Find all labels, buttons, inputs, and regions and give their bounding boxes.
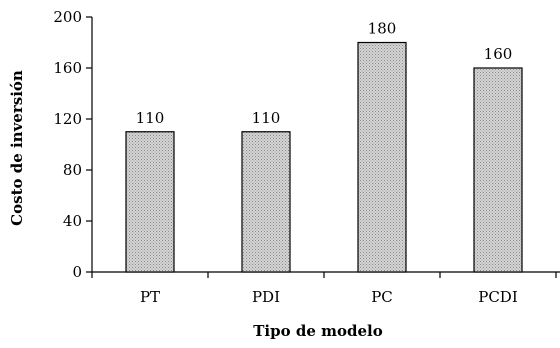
y-tick-label: 0 bbox=[72, 263, 82, 281]
bar-pcdi bbox=[473, 67, 523, 273]
x-tick-label: PT bbox=[140, 288, 160, 306]
bars bbox=[125, 41, 523, 273]
y-tick-label: 80 bbox=[63, 161, 82, 179]
data-labels: 110 110 180 160 bbox=[136, 20, 513, 127]
x-tick-label: PDI bbox=[252, 288, 280, 306]
x-tick-label: PCDI bbox=[478, 288, 518, 306]
data-label: 180 bbox=[368, 20, 397, 38]
x-axis: PT PDI PC PCDI bbox=[91, 271, 560, 306]
y-axis: 0 40 80 120 160 200 bbox=[53, 8, 93, 281]
y-tick-label: 160 bbox=[53, 59, 82, 77]
bar-pc bbox=[357, 41, 407, 273]
x-tick-label: PC bbox=[371, 288, 393, 306]
y-tick-label: 200 bbox=[53, 8, 82, 26]
x-axis-title: Tipo de modelo bbox=[253, 322, 382, 340]
data-label: 160 bbox=[484, 45, 513, 63]
bar-pdi bbox=[241, 131, 291, 273]
bar-pt bbox=[125, 131, 175, 273]
data-label: 110 bbox=[252, 109, 281, 127]
y-axis-title: Costo de inversión bbox=[8, 70, 26, 226]
y-tick-label: 120 bbox=[53, 110, 82, 128]
data-label: 110 bbox=[136, 109, 165, 127]
y-tick-label: 40 bbox=[63, 212, 82, 230]
